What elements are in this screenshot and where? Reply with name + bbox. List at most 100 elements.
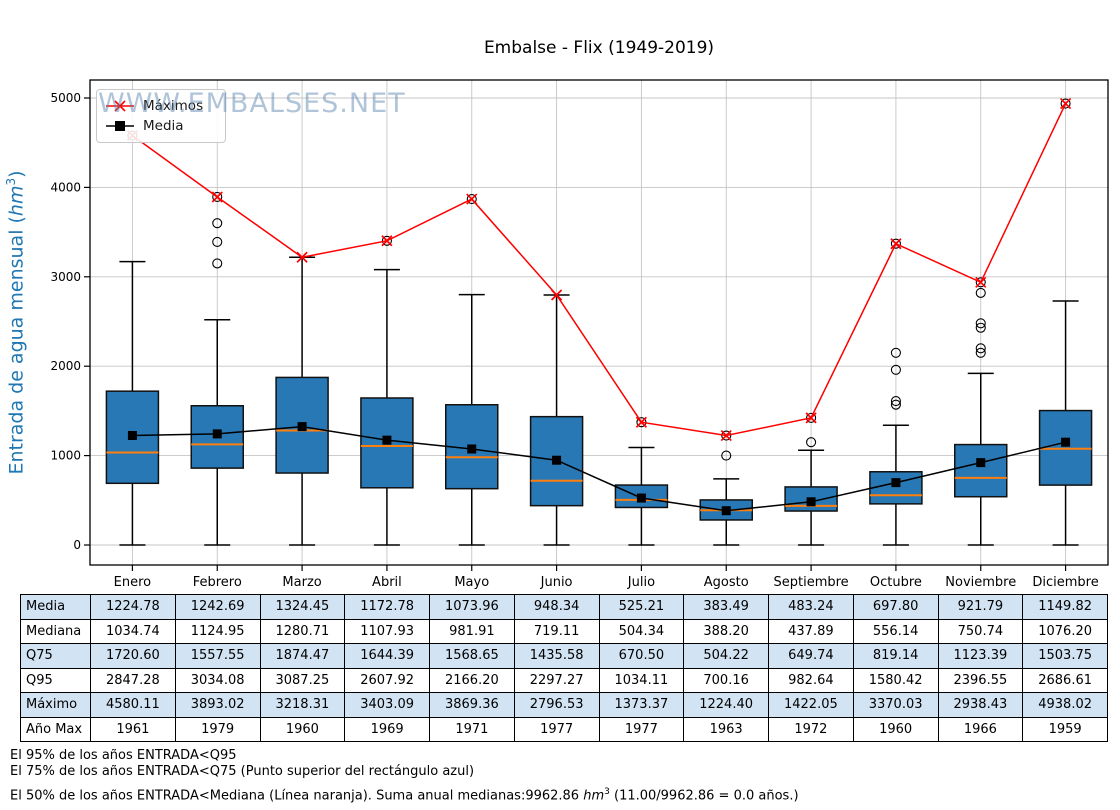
outlier-point — [212, 258, 223, 269]
table-cell: 1977 — [513, 716, 600, 742]
table-cell: 504.22 — [683, 643, 769, 669]
media-marker — [891, 478, 901, 488]
outlier-point — [975, 347, 986, 358]
media-marker — [297, 422, 307, 432]
table-cell: 3869.36 — [429, 692, 515, 718]
table-cell: 3403.09 — [344, 692, 430, 718]
maximos-marker — [635, 416, 648, 428]
table-cell: 2396.55 — [937, 667, 1024, 693]
x-tick-label: Mayo — [454, 575, 489, 590]
table-cell: 719.11 — [513, 618, 600, 644]
maximos-line — [131, 103, 1067, 437]
outlier-point — [1060, 98, 1071, 109]
plot-frame — [89, 79, 1109, 566]
table-cell: 3370.03 — [852, 692, 939, 718]
outlier-point — [381, 235, 392, 246]
table-cell: 4580.11 — [90, 692, 176, 718]
box — [869, 471, 923, 505]
y-tick-label: 5000 — [50, 91, 81, 105]
table-cell: 1963 — [683, 716, 769, 742]
table-cell: 1107.93 — [344, 618, 430, 644]
footnote-q75: El 75% de los años ENTRADA<Q75 (Punto su… — [10, 764, 475, 779]
table-row-label: Q95 — [20, 667, 91, 693]
outlier-point — [890, 396, 901, 407]
table-row: Máximo 4580.11 3893.02 3218.31 3403.09 3869.3… — [20, 692, 1108, 718]
media-marker — [467, 444, 477, 454]
table-cell: 1034.74 — [90, 618, 176, 644]
maximos-marker — [975, 276, 987, 288]
maximos-line-sample-icon — [106, 100, 134, 112]
table-cell: 1224.40 — [683, 692, 769, 718]
table-row-label: Mediana — [20, 618, 91, 644]
outlier-point — [975, 277, 986, 288]
x-tick-label: Febrero — [193, 575, 242, 590]
table-cell: 1720.60 — [90, 643, 176, 669]
table-cell: 1076.20 — [1022, 618, 1108, 644]
table-cell: 1373.37 — [598, 692, 685, 718]
outlier-point — [975, 318, 986, 329]
x-tick-label: Agosto — [704, 575, 749, 590]
media-marker — [212, 429, 222, 439]
x-tick-label: Octubre — [870, 575, 922, 590]
x-tick-label: Enero — [114, 575, 152, 590]
table-cell: 437.89 — [768, 618, 854, 644]
table-cell: 2166.20 — [429, 667, 515, 693]
maximos-marker — [296, 251, 308, 263]
table-row-label: Q75 — [20, 643, 91, 669]
table-cell: 556.14 — [852, 618, 939, 644]
maximos-marker — [890, 238, 902, 250]
table-cell: 2686.61 — [1022, 667, 1108, 693]
outlier-point — [890, 364, 901, 375]
maximos-marker — [466, 193, 478, 205]
table-row-label: Máximo — [20, 692, 91, 718]
footnote-q95: El 95% de los años ENTRADA<Q95 — [10, 748, 237, 763]
table-cell: 1422.05 — [768, 692, 854, 718]
outlier-point — [212, 191, 223, 203]
table-cell: 1969 — [344, 716, 430, 742]
table-cell: 1124.95 — [174, 618, 261, 644]
media-line-sample-icon — [106, 121, 134, 131]
table-cell: 981.91 — [429, 618, 515, 644]
outlier-point — [212, 236, 223, 247]
table-cell: 1961 — [90, 716, 176, 742]
table-cell: 1224.78 — [90, 594, 176, 620]
maximos-marker — [381, 235, 393, 247]
table-cell: 1960 — [259, 716, 346, 742]
chart-title: Embalse - Flix (1949-2019) — [483, 38, 715, 58]
x-tick-label: Noviembre — [945, 575, 1016, 590]
outlier-point — [806, 437, 817, 448]
table-cell: 1644.39 — [344, 643, 430, 669]
footnote-mediana: El 50% de los años ENTRADA<Mediana (Líne… — [10, 787, 799, 804]
outlier-point — [975, 287, 986, 298]
media-marker — [1061, 437, 1071, 447]
table-cell: 1242.69 — [174, 594, 261, 620]
x-tick-label: Diciembre — [1032, 575, 1098, 590]
table-cell: 2297.27 — [513, 667, 600, 693]
table-row: Año Max 1961 1979 1960 1969 1971 1977 1977 1963 1… — [20, 716, 1108, 742]
legend: Máximos Media — [96, 89, 226, 143]
x-tick-label: Septiembre — [773, 575, 848, 590]
y-tick-label: 4000 — [50, 180, 81, 194]
outlier-point — [890, 238, 901, 249]
table-cell: 1034.11 — [598, 667, 685, 693]
table-cell: 1979 — [174, 716, 261, 742]
maximos-marker — [720, 429, 732, 442]
table-cell: 1959 — [1022, 716, 1108, 742]
table-cell: 388.20 — [683, 618, 769, 644]
table-cell: 383.49 — [683, 594, 769, 620]
table-cell: 1960 — [852, 716, 939, 742]
table-row-label: Media — [20, 594, 91, 620]
table-cell: 700.16 — [683, 667, 769, 693]
table-cell: 1557.55 — [174, 643, 261, 669]
table-cell: 948.34 — [513, 594, 600, 620]
maximos-marker — [550, 289, 563, 301]
media-marker — [552, 455, 562, 465]
table-row-label: Año Max — [20, 716, 91, 742]
y-tick-label: 2000 — [50, 359, 81, 373]
table-cell: 1435.58 — [513, 643, 600, 669]
table-cell: 2796.53 — [513, 692, 600, 718]
table-cell: 4938.02 — [1022, 692, 1108, 718]
table-cell: 3034.08 — [174, 667, 261, 693]
table-cell: 1073.96 — [429, 594, 515, 620]
